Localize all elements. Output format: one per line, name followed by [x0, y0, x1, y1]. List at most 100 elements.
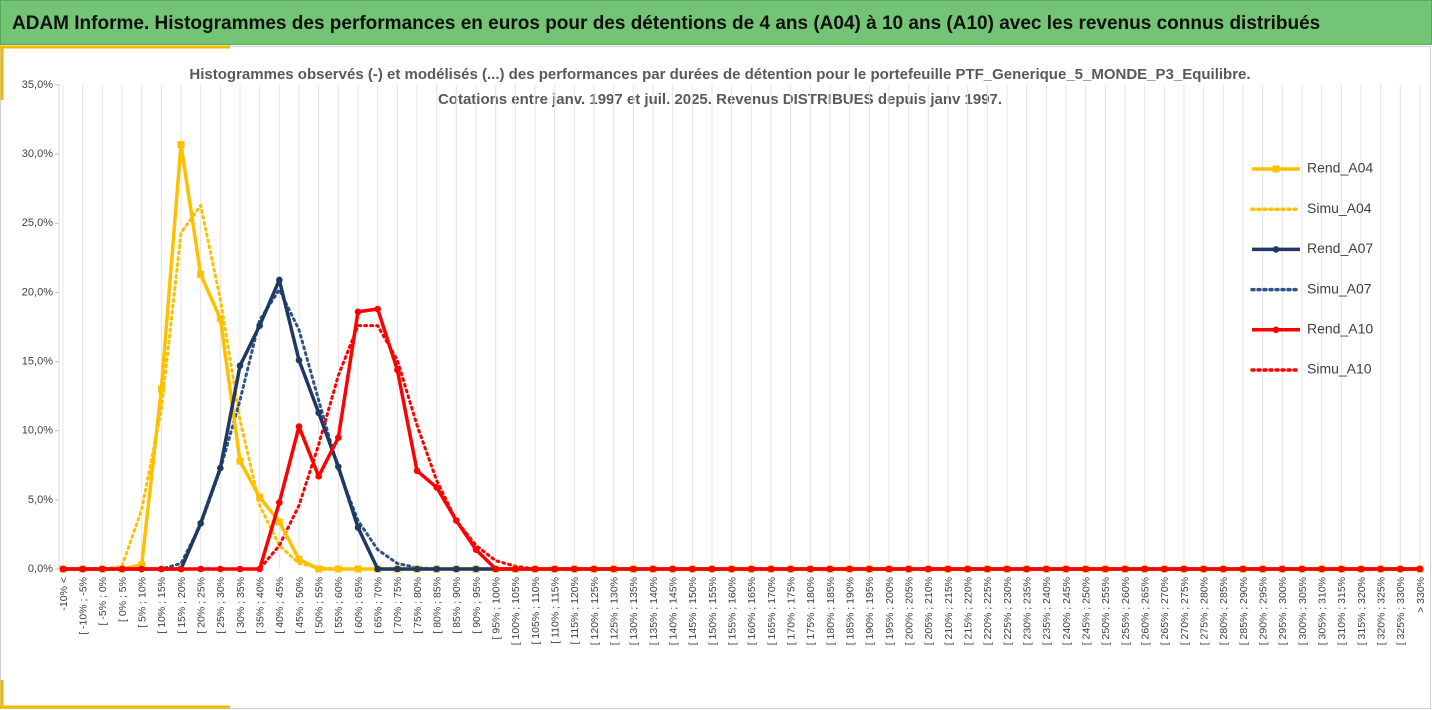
marker	[216, 315, 224, 323]
y-tick-label: 5,0%	[28, 494, 53, 506]
marker	[1043, 565, 1050, 573]
marker	[905, 565, 912, 573]
x-tick-label: [ 310% ; 315%	[1336, 577, 1348, 645]
marker	[217, 464, 224, 472]
x-tick-label: [ -10% ; -5%	[77, 577, 89, 635]
x-tick-label: [ 245% ; 250%	[1080, 577, 1092, 645]
marker	[138, 561, 146, 569]
marker	[1318, 565, 1325, 573]
x-tick-label: [ 255% ; 260%	[1120, 577, 1132, 645]
marker	[885, 565, 893, 573]
marker	[1023, 565, 1030, 573]
marker	[787, 565, 794, 573]
marker	[295, 423, 303, 430]
x-tick-label: [ 50% ; 55%	[313, 577, 325, 634]
x-tick-label: [ 265% ; 270%	[1159, 577, 1171, 645]
marker	[1220, 565, 1227, 573]
x-tick-label: [ 325% ; 330%	[1395, 577, 1407, 645]
x-tick-label: [ 140% ; 145%	[667, 577, 679, 645]
x-tick-label: [ 20% ; 25%	[195, 577, 207, 634]
x-tick-label: [ 30% ; 35%	[235, 577, 247, 634]
legend-label: Rend_A07	[1307, 240, 1373, 256]
marker	[1239, 565, 1247, 573]
marker	[177, 140, 185, 148]
x-tick-label: [ 240% ; 245%	[1061, 577, 1073, 645]
x-tick-label: [ 305% ; 310%	[1316, 577, 1328, 645]
chart-title: Histogrammes observés (-) et modélisés (…	[189, 66, 1250, 83]
x-tick-label: [ 250% ; 255%	[1100, 577, 1112, 645]
x-tick-label: [ 190% ; 195%	[864, 577, 876, 645]
marker	[295, 555, 303, 563]
x-tick-label: [ 220% ; 225%	[982, 577, 994, 645]
x-tick-label: > 330%	[1415, 577, 1427, 613]
x-tick-label: [ 285% ; 290%	[1238, 577, 1250, 645]
legend-label: Rend_A04	[1307, 160, 1373, 176]
x-tick-label: [ 85% ; 90%	[451, 577, 463, 634]
legend-label: Rend_A10	[1307, 321, 1373, 337]
x-tick-label: [ 260% ; 265%	[1139, 577, 1151, 645]
marker	[256, 565, 263, 573]
marker	[197, 565, 204, 573]
x-tick-label: -10% <	[58, 577, 70, 611]
marker	[1102, 565, 1109, 573]
marker	[964, 565, 971, 573]
marker	[79, 565, 86, 573]
x-tick-label: [ 105% ; 110%	[530, 577, 542, 645]
marker	[433, 565, 440, 573]
marker	[334, 565, 342, 573]
marker	[649, 565, 657, 573]
marker	[1338, 565, 1345, 573]
x-tick-label: [ 120% ; 125%	[589, 577, 601, 645]
header-bar	[0, 0, 1432, 45]
marker	[826, 565, 834, 573]
marker	[1141, 565, 1148, 573]
marker	[256, 322, 263, 329]
marker	[374, 305, 381, 313]
marker	[1397, 565, 1404, 573]
y-tick-label: 10,0%	[22, 425, 53, 437]
y-tick-label: 15,0%	[22, 355, 53, 367]
marker	[1121, 565, 1129, 573]
x-tick-label: [ 180% ; 185%	[825, 577, 837, 645]
marker	[610, 565, 617, 573]
marker	[571, 565, 578, 573]
marker	[374, 565, 381, 573]
legend-marker	[1272, 165, 1280, 173]
x-tick-label: [ 100% ; 105%	[510, 577, 522, 645]
x-tick-label: [ 110% ; 115%	[549, 577, 561, 644]
legend-label: Simu_A10	[1307, 361, 1372, 377]
x-tick-label: [ 90% ; 95%	[471, 577, 483, 634]
chart-subtitle: Cotations entre janv. 1997 et juil. 2025…	[438, 91, 1002, 108]
marker	[866, 565, 873, 573]
marker	[217, 565, 224, 573]
marker	[689, 565, 696, 573]
marker	[1003, 565, 1011, 573]
x-tick-label: [ 45% ; 50%	[294, 577, 306, 634]
marker	[984, 565, 991, 573]
marker	[1200, 565, 1207, 573]
x-tick-label: [ 0% ; 5%	[117, 577, 129, 622]
marker	[236, 565, 244, 573]
x-tick-label: [ 200% ; 205%	[903, 577, 915, 645]
marker	[335, 463, 342, 470]
marker	[177, 565, 185, 573]
x-tick-label: [ 125% ; 130%	[608, 577, 620, 645]
x-tick-label: [ 210% ; 215%	[943, 577, 955, 645]
marker	[1279, 565, 1286, 573]
x-tick-label: [ 150% ; 155%	[707, 577, 719, 645]
marker	[394, 565, 401, 573]
marker	[1259, 565, 1266, 573]
marker	[413, 565, 421, 573]
series-line	[63, 307, 1420, 571]
x-tick-label: [ 55% ; 60%	[333, 577, 345, 634]
marker	[669, 565, 676, 573]
marker	[551, 565, 558, 573]
marker	[157, 385, 165, 393]
marker	[197, 520, 204, 527]
x-tick-label: [ 280% ; 285%	[1218, 577, 1230, 645]
marker	[1377, 565, 1384, 573]
x-tick-label: [ 215% ; 220%	[962, 577, 974, 645]
marker	[453, 565, 460, 573]
marker	[1298, 565, 1306, 573]
